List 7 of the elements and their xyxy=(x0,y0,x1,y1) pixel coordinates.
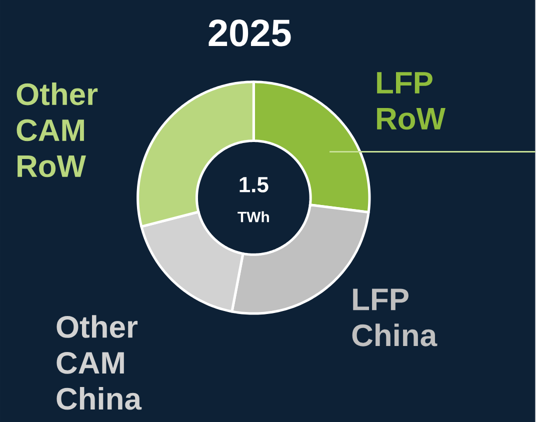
slice-label: Other CAM China xyxy=(56,314,142,410)
slice-label: LFP China xyxy=(352,288,438,346)
chart-title: 2025 xyxy=(208,19,291,46)
slice-label: LFP RoW xyxy=(377,72,446,130)
text: TWh xyxy=(238,211,269,222)
text: 1.5 xyxy=(240,176,268,192)
slice-label: Other CAM RoW xyxy=(16,82,98,177)
